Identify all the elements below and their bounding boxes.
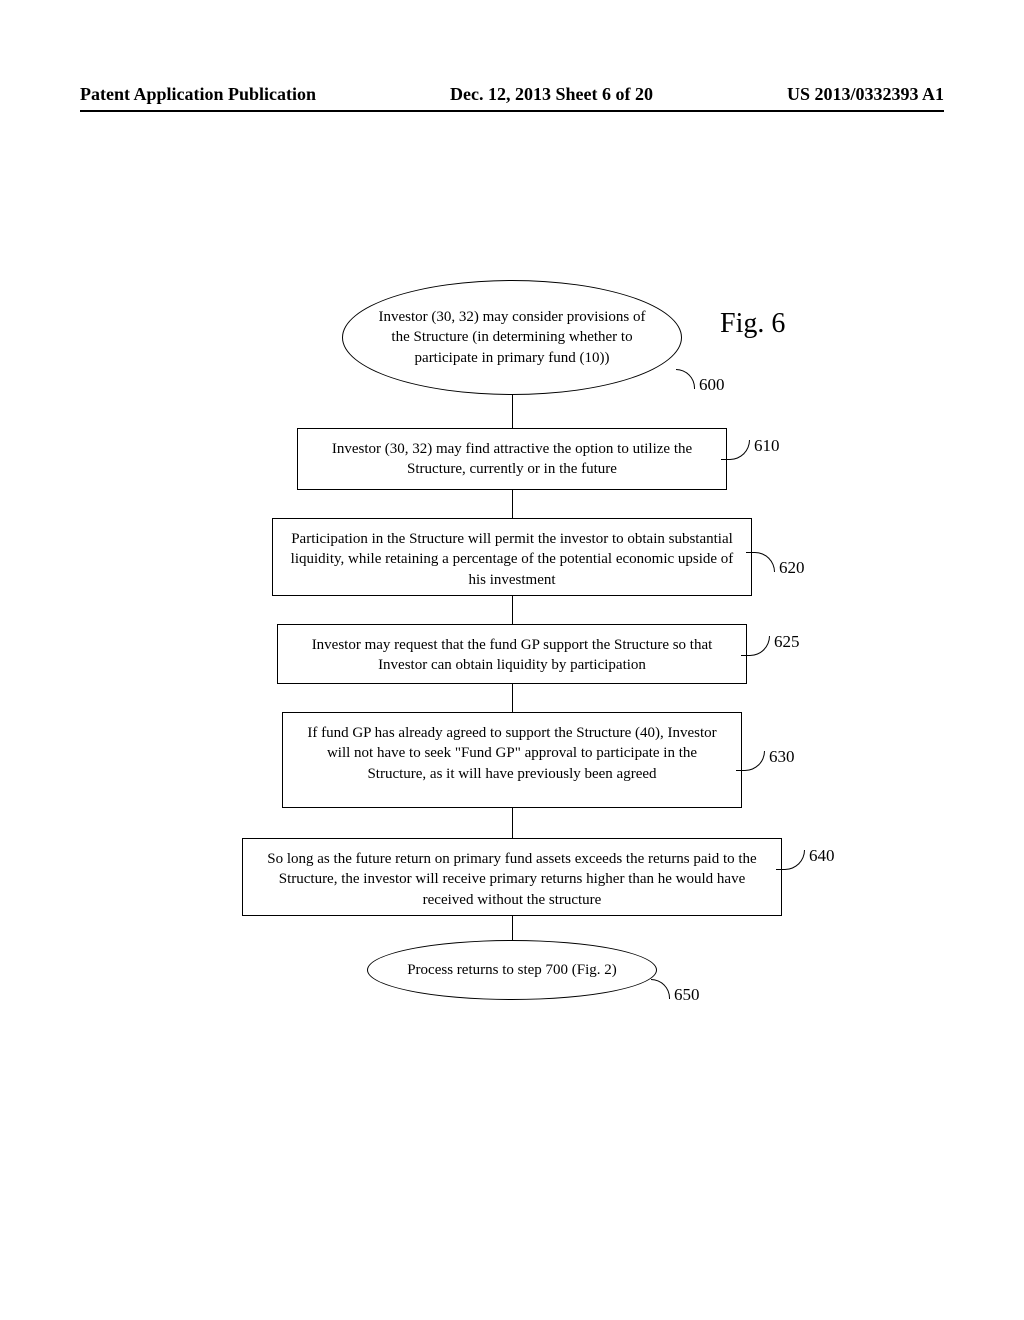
callout-640 [776,850,805,870]
flowchart-node-n650: Process returns to step 700 (Fig. 2) [367,940,657,1000]
flowchart-node-n640: So long as the future return on primary … [242,838,782,916]
page-header: Patent Application Publication Dec. 12, … [0,84,1024,105]
flowchart-node-n610: Investor (30, 32) may find attractive th… [297,428,727,490]
node-label-620: 620 [779,558,805,578]
connector-3 [512,684,513,712]
figure-title: Fig. 6 [720,308,785,340]
node-label-625: 625 [774,632,800,652]
flowchart-node-n620: Participation in the Structure will perm… [272,518,752,596]
node-text: Investor may request that the fund GP su… [312,637,713,673]
callout-625 [741,636,770,656]
connector-2 [512,596,513,624]
node-text: Investor (30, 32) may consider provision… [373,307,651,368]
node-label-640: 640 [809,846,835,866]
callout-630 [736,751,765,771]
node-label-600: 600 [699,375,725,395]
flowchart-node-n630: If fund GP has already agreed to support… [282,712,742,808]
header-center: Dec. 12, 2013 Sheet 6 of 20 [450,84,653,105]
node-text: Participation in the Structure will perm… [291,531,734,588]
connector-4 [512,808,513,838]
callout-620 [746,552,775,572]
connector-0 [512,395,513,428]
node-text: If fund GP has already agreed to support… [307,725,716,782]
node-label-650: 650 [674,985,700,1005]
connector-5 [512,916,513,940]
header-left: Patent Application Publication [80,84,316,105]
callout-610 [721,440,750,460]
node-text: Investor (30, 32) may find attractive th… [332,441,692,477]
callout-600 [676,369,695,389]
node-text: So long as the future return on primary … [267,851,756,908]
flowchart-node-n600: Investor (30, 32) may consider provision… [342,280,682,395]
flowchart-node-n625: Investor may request that the fund GP su… [277,624,747,684]
node-label-630: 630 [769,747,795,767]
connector-1 [512,490,513,518]
header-rule [80,110,944,112]
header-right: US 2013/0332393 A1 [787,84,944,105]
node-label-610: 610 [754,436,780,456]
callout-650 [651,979,670,999]
node-text: Process returns to step 700 (Fig. 2) [407,960,617,980]
